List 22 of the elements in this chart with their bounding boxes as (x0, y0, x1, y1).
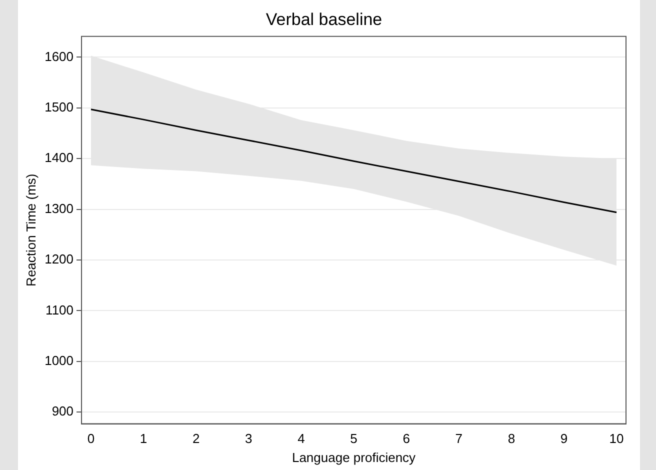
x-axis-title: Language proficiency (292, 450, 416, 465)
y-axis-title: Reaction Time (ms) (23, 174, 38, 286)
x-tick-label: 10 (609, 431, 624, 446)
y-tick-label: 1200 (44, 252, 74, 267)
x-tick-label: 2 (192, 431, 200, 446)
y-tick-label: 1100 (46, 302, 74, 318)
y-tick-label: 900 (52, 404, 74, 419)
x-tick-label: 4 (298, 431, 305, 446)
y-tick-label: 1400 (44, 150, 74, 166)
x-tick-label: 8 (508, 431, 516, 446)
x-tick-label: 7 (455, 431, 462, 446)
x-tick-label: 0 (87, 431, 95, 446)
x-tick-label: 3 (245, 431, 252, 446)
x-tick-label: 6 (402, 431, 410, 446)
y-tick-label: 1000 (44, 353, 74, 368)
x-tick-label: 1 (140, 431, 148, 446)
y-tick-label: 1300 (44, 200, 74, 216)
x-tick-label: 5 (350, 431, 358, 446)
chart-title: Verbal baseline (266, 10, 382, 29)
x-tick-label: 9 (560, 431, 568, 446)
y-tick-label: 1500 (44, 99, 74, 114)
y-tick-label: 1600 (44, 48, 74, 64)
